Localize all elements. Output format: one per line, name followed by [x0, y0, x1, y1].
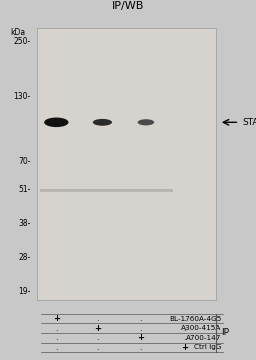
Text: +: +	[137, 333, 144, 342]
FancyBboxPatch shape	[40, 189, 173, 192]
Text: 38-: 38-	[18, 219, 31, 228]
Text: BL-1760A-4G5: BL-1760A-4G5	[169, 316, 221, 321]
Text: A300-415A: A300-415A	[181, 325, 221, 331]
Text: 130-: 130-	[14, 92, 31, 101]
Text: .: .	[55, 324, 58, 333]
Text: .: .	[183, 314, 186, 323]
Ellipse shape	[138, 119, 154, 125]
Text: .: .	[140, 324, 142, 333]
Text: +: +	[94, 324, 101, 333]
Text: IP/WB: IP/WB	[112, 1, 144, 11]
Text: 28-: 28-	[18, 253, 31, 262]
Ellipse shape	[93, 119, 112, 126]
FancyBboxPatch shape	[37, 28, 216, 300]
Text: .: .	[140, 314, 142, 323]
Text: A700-147: A700-147	[186, 335, 221, 341]
Text: kDa: kDa	[10, 28, 25, 37]
Text: 70-: 70-	[18, 157, 31, 166]
Text: .: .	[140, 343, 142, 352]
Text: 19-: 19-	[18, 287, 31, 296]
Text: .: .	[183, 324, 186, 333]
Text: IP: IP	[221, 328, 229, 337]
Text: .: .	[183, 333, 186, 342]
Text: +: +	[181, 343, 188, 352]
Text: STAT6: STAT6	[242, 118, 256, 127]
Text: .: .	[96, 343, 99, 352]
Ellipse shape	[44, 117, 69, 127]
Text: Ctrl IgG: Ctrl IgG	[194, 345, 221, 350]
Text: .: .	[55, 343, 58, 352]
Text: .: .	[96, 314, 99, 323]
Text: .: .	[55, 333, 58, 342]
Text: .: .	[96, 333, 99, 342]
Text: 250-: 250-	[14, 37, 31, 46]
Text: 51-: 51-	[18, 184, 31, 194]
Text: +: +	[53, 314, 60, 323]
